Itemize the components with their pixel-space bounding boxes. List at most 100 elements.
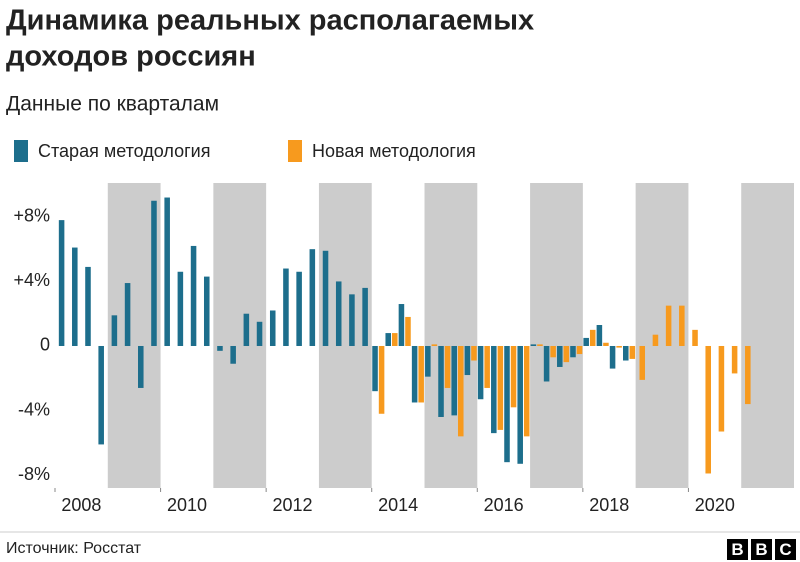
bar [349,294,355,346]
bar [451,345,457,416]
bar [504,345,510,463]
bar [543,345,550,382]
bar [392,333,398,346]
x-tick-label: 2008 [61,495,101,515]
bar [603,342,609,346]
bar [111,315,118,346]
legend-swatch [288,140,302,162]
x-tick-label: 2018 [589,495,629,515]
plot-area [54,183,794,492]
bar [731,345,738,374]
logo-letter: B [731,540,743,559]
bar [692,329,698,346]
bar [705,345,711,474]
bar [256,321,263,346]
logo-block [775,539,796,560]
bar [309,249,316,346]
bar [550,345,556,358]
bar [58,220,65,346]
bar [517,345,523,464]
bar [85,266,91,346]
y-tick-label: -4% [18,399,50,419]
bar [217,345,223,351]
bar [72,247,78,346]
bar [398,304,405,346]
bar [418,345,424,403]
legend-label: Старая методология [38,141,210,161]
bar [177,271,184,346]
bar [639,345,646,380]
bar [444,345,451,388]
bar [623,345,629,361]
year-band [424,183,478,488]
bar [124,283,131,346]
source: Источник: Росстат [6,540,142,557]
y-tick-label: 0 [40,335,50,355]
bar [243,313,250,346]
bar [335,281,342,346]
chart-title: Динамика реальных располагаемых [6,5,534,37]
year-band [530,183,583,488]
logo-block [727,539,748,560]
bar [616,345,622,348]
bar [537,344,543,346]
bar [138,345,144,388]
bar [372,345,378,392]
bar [557,345,563,367]
bar [629,345,636,359]
bar [322,250,329,346]
bar [269,310,276,346]
y-tick-label: +4% [13,270,50,290]
bar [98,345,104,445]
bar [530,344,537,346]
bar [484,345,490,388]
bar [589,329,596,346]
x-tick-label: 2012 [273,495,313,515]
logo-letter: C [779,540,791,559]
bar [405,316,411,346]
bar [151,200,157,346]
y-tick-label: +8% [13,206,50,226]
bar [438,345,444,417]
bar [609,345,616,369]
bar [583,337,589,346]
bar [523,345,530,437]
bar [679,305,685,346]
bar [477,345,484,400]
bar [665,305,672,346]
bar [570,345,576,358]
bar [745,345,751,405]
bar [471,345,477,361]
bar [296,271,302,346]
x-tick-label: 2020 [695,495,735,515]
bar [385,333,392,346]
bar [596,325,603,346]
bar [652,334,659,346]
legend-label: Новая методология [312,141,476,161]
bar [378,345,385,414]
bar [563,345,570,363]
bar [230,345,236,364]
bar [190,245,197,346]
year-band [741,183,794,488]
logo-letter: B [755,540,767,559]
bar [203,276,210,346]
bar [497,345,504,430]
legend-swatch [14,140,28,162]
bar [411,345,418,403]
bar [510,345,517,408]
x-tick-label: 2014 [378,495,418,515]
bar [718,345,725,432]
bar [283,268,289,346]
bar [362,287,368,346]
chart-title: доходов россиян [6,41,256,73]
x-tick-label: 2016 [484,495,524,515]
bar [457,345,464,437]
y-tick-label: -8% [18,464,50,484]
bar [431,344,438,346]
bar [464,345,471,376]
bar [491,345,497,434]
bar [164,197,170,346]
